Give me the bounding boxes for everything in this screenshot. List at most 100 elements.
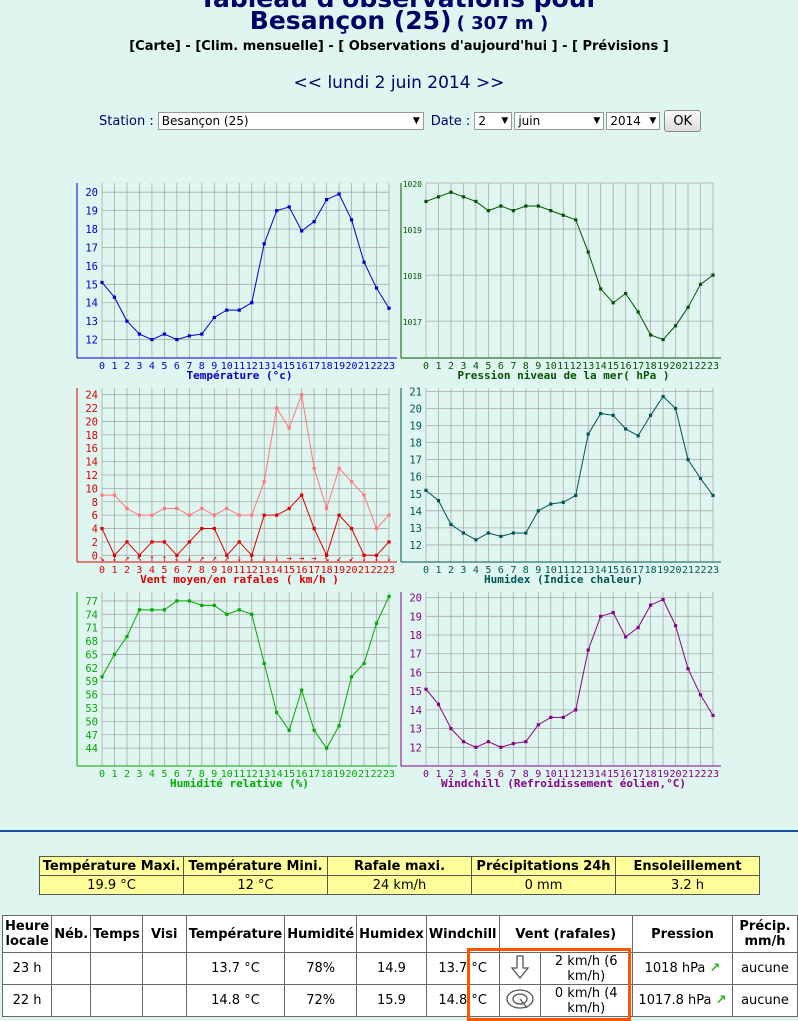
- data-point: [524, 531, 528, 535]
- xtick-label: 10: [221, 565, 233, 576]
- month-select[interactable]: juin ▼: [514, 112, 605, 130]
- xtick-label: 15: [283, 565, 295, 576]
- ytick-label: 24: [85, 390, 98, 402]
- data-point: [325, 197, 329, 202]
- xtick-label: 18: [645, 361, 657, 372]
- xtick-label: 16: [620, 769, 632, 780]
- chevron-down-icon: ▼: [501, 116, 509, 126]
- xtick-label: 14: [271, 565, 283, 576]
- chevron-down-icon: ▼: [412, 116, 420, 126]
- xtick-label: 17: [632, 565, 644, 576]
- link-carte[interactable]: [Carte]: [129, 39, 181, 54]
- data-point: [300, 229, 304, 233]
- cell-temp: 14.8 °C: [185, 984, 286, 1017]
- ytick-label: 2: [92, 537, 98, 549]
- xtick-label: 5: [485, 565, 491, 576]
- ok-button[interactable]: OK: [664, 110, 702, 132]
- summary-header: Rafale maxi.: [327, 856, 472, 876]
- data-point: [225, 506, 229, 511]
- chart-title: Humidité relative (%): [170, 777, 309, 790]
- xtick-label: 21: [358, 361, 370, 372]
- arrow-down-icon: [510, 954, 529, 979]
- data-point: [187, 334, 191, 338]
- day-select[interactable]: 2 ▼: [474, 112, 513, 130]
- link-sep: -: [323, 39, 339, 54]
- data-point: [711, 713, 715, 718]
- xtick-label: 7: [186, 565, 192, 576]
- xtick-label: 8: [199, 361, 205, 372]
- cell-temps: [90, 952, 143, 985]
- data-point: [536, 204, 540, 208]
- cell-windchill: 14.8 °C: [425, 984, 500, 1017]
- month-value: juin: [518, 114, 541, 128]
- ytick-label: 14: [85, 457, 98, 469]
- data-point: [586, 648, 590, 652]
- data-point: [586, 250, 590, 254]
- xtick-label: 16: [620, 361, 632, 372]
- xtick-label: 5: [485, 361, 491, 372]
- wind-arrow: ↑: [162, 554, 167, 564]
- link-clim[interactable]: [Clim. mensuelle]: [195, 39, 324, 54]
- xtick-label: 16: [620, 565, 632, 576]
- ytick-label: 15: [409, 489, 422, 501]
- data-point: [536, 723, 540, 727]
- xtick-label: 10: [221, 769, 233, 780]
- data-point: [312, 220, 316, 224]
- table-row: 22 h 14.8 °C 72% 15.9 14.8 °C 0 km/h (4 …: [1, 984, 798, 1017]
- data-point: [212, 315, 216, 320]
- year-value: 2014: [610, 114, 641, 128]
- data-point: [599, 411, 603, 416]
- data-point: [599, 614, 603, 618]
- data-point: [449, 522, 453, 527]
- ytick-label: 18: [85, 430, 98, 442]
- data-point: [200, 603, 204, 607]
- data-point: [511, 741, 515, 746]
- series-line: [425, 191, 714, 341]
- data-point: [424, 199, 428, 204]
- data-point: [698, 693, 703, 697]
- xtick-label: 22: [370, 769, 382, 780]
- data-point: [100, 493, 104, 497]
- data-point: [387, 513, 391, 517]
- ytick-label: 71: [85, 623, 98, 635]
- data-point: [561, 715, 565, 719]
- xtick-label: 3: [460, 361, 466, 372]
- wind-arrow: ↗: [224, 554, 229, 564]
- data-point: [574, 493, 578, 498]
- data-point: [112, 553, 117, 557]
- xtick-label: 11: [233, 769, 245, 780]
- data-point: [100, 280, 104, 285]
- station-select[interactable]: Besançon (25) ▼: [157, 112, 424, 130]
- xtick-label: 18: [321, 769, 333, 780]
- prev-day-link[interactable]: <<: [293, 73, 323, 93]
- next-day-link[interactable]: >>: [475, 73, 505, 93]
- trend-up-icon: ↗: [715, 993, 727, 1008]
- wind-arrow: ↑: [149, 554, 154, 564]
- year-select[interactable]: 2014 ▼: [606, 112, 661, 130]
- ytick-label: 14: [409, 705, 422, 717]
- data-point: [436, 498, 441, 503]
- ytick-label: 12: [85, 335, 98, 347]
- ytick-label: 4: [92, 524, 98, 536]
- ytick-label: 68: [85, 636, 98, 648]
- data-point: [624, 635, 628, 639]
- data-point: [325, 506, 329, 511]
- link-previsions[interactable]: [ Prévisions ]: [572, 39, 669, 54]
- xtick-label: 9: [535, 565, 541, 576]
- data-point: [300, 493, 304, 497]
- chart-title: Pression niveau de la mer( hPa ): [458, 369, 670, 382]
- city-name: Besançon (25): [249, 6, 452, 35]
- col-header: Température: [185, 915, 286, 953]
- link-obs-today[interactable]: [ Observations d'aujourd'hui ]: [338, 39, 558, 54]
- ytick-label: 12: [409, 742, 422, 754]
- xtick-label: 5: [485, 769, 491, 780]
- ytick-label: 17: [409, 455, 422, 467]
- summary-header: Température Mini.: [183, 856, 328, 876]
- data-point: [362, 260, 366, 264]
- ytick-label: 16: [85, 443, 98, 455]
- data-point: [187, 513, 191, 517]
- station-label: Station :: [99, 113, 154, 129]
- data-point: [275, 513, 279, 517]
